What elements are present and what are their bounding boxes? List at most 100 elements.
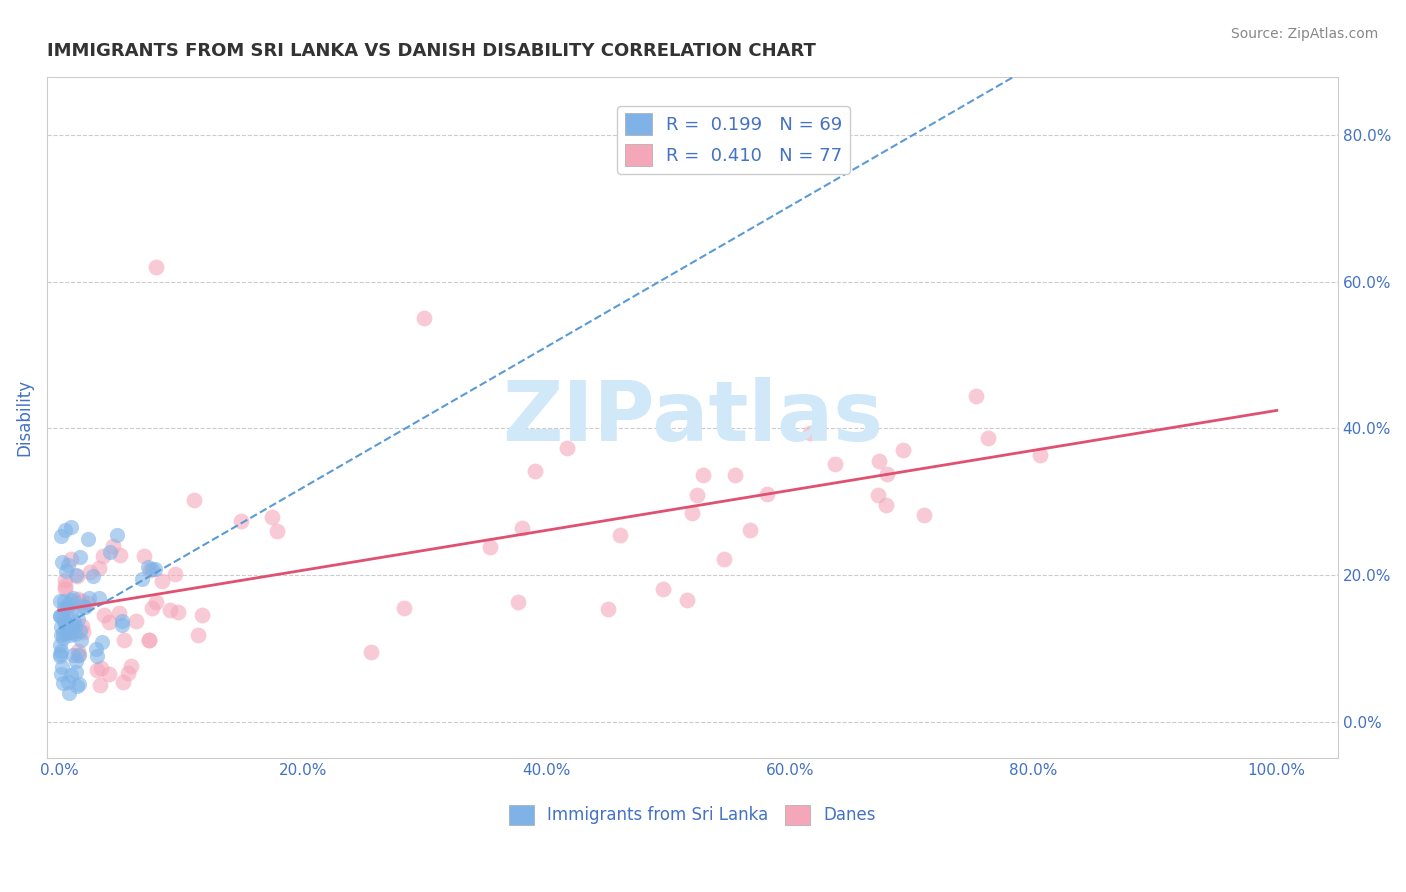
Point (145, 562, 167, 576)
Point (150, 574, 173, 588)
Text: ZIPatlas: ZIPatlas (502, 377, 883, 458)
Point (69, 550, 91, 565)
Point (66, 569, 89, 583)
Point (108, 606, 131, 620)
Point (63, 626, 86, 640)
Point (67, 644, 90, 658)
Point (125, 615, 148, 629)
Point (72, 594, 94, 608)
Point (66, 679, 89, 693)
Point (60, 606, 83, 620)
Point (62, 648, 84, 662)
Point (90, 634, 112, 648)
Point (51, 555, 73, 569)
Point (69, 624, 91, 638)
Point (136, 560, 159, 574)
Point (891, 443, 914, 458)
Point (52, 594, 75, 608)
Point (49, 643, 72, 657)
Point (131, 572, 153, 586)
Point (159, 603, 181, 617)
Point (66, 592, 89, 607)
Point (79, 591, 101, 605)
Point (53, 523, 76, 537)
Point (91, 549, 114, 563)
Point (65, 665, 87, 679)
Point (51, 628, 73, 642)
Point (72, 624, 94, 639)
Point (79, 566, 101, 580)
Point (724, 467, 747, 482)
Point (52, 626, 75, 640)
Point (98, 544, 121, 558)
Point (139, 563, 162, 577)
Point (63, 619, 86, 633)
Point (56, 597, 79, 611)
Point (89, 591, 111, 605)
Point (141, 601, 163, 615)
Point (686, 488, 709, 502)
Point (557, 441, 579, 455)
Point (53, 582, 76, 597)
Point (1029, 448, 1052, 462)
Point (59, 593, 82, 607)
Point (101, 540, 124, 554)
Point (63, 615, 86, 629)
Point (876, 467, 898, 481)
Point (77, 532, 100, 546)
Point (799, 425, 821, 440)
Point (86, 663, 108, 677)
Point (49, 608, 72, 623)
Point (713, 551, 735, 566)
Point (69, 648, 91, 663)
Point (163, 567, 186, 582)
Text: IMMIGRANTS FROM SRI LANKA VS DANISH DISABILITY CORRELATION CHART: IMMIGRANTS FROM SRI LANKA VS DANISH DISA… (46, 42, 815, 60)
Point (681, 506, 703, 520)
Point (875, 499, 897, 513)
Point (868, 453, 890, 467)
Point (77, 596, 100, 610)
Point (53, 615, 76, 629)
Point (51, 608, 73, 623)
Point (394, 601, 416, 615)
Point (53, 617, 76, 632)
Point (105, 528, 128, 542)
Point (65, 567, 87, 582)
Legend: Immigrants from Sri Lanka, Danes: Immigrants from Sri Lanka, Danes (502, 798, 883, 831)
Point (49, 608, 72, 623)
Point (138, 633, 160, 648)
Point (53, 574, 76, 588)
Point (132, 549, 155, 563)
Point (55, 602, 77, 616)
Point (413, 311, 436, 326)
Point (692, 468, 714, 483)
Point (231, 514, 253, 528)
Point (145, 595, 167, 609)
Point (58, 624, 80, 639)
Point (56, 558, 79, 573)
Point (82, 568, 104, 582)
Point (90, 661, 112, 675)
Point (62, 591, 84, 605)
Point (523, 464, 546, 478)
Point (52, 675, 75, 690)
Point (824, 457, 846, 471)
Point (65, 596, 87, 610)
Point (59, 628, 82, 642)
Point (266, 524, 288, 539)
Point (51, 528, 73, 542)
Point (60, 625, 83, 640)
Point (651, 582, 673, 596)
Point (478, 541, 501, 555)
Point (56, 674, 79, 689)
Point (506, 595, 529, 609)
Point (87, 561, 110, 575)
Point (49, 638, 72, 652)
Point (598, 602, 620, 616)
Point (977, 431, 1000, 445)
Point (112, 632, 135, 647)
Point (676, 593, 699, 607)
Point (609, 528, 631, 542)
Text: Source: ZipAtlas.com: Source: ZipAtlas.com (1230, 27, 1378, 41)
Point (49, 647, 72, 661)
